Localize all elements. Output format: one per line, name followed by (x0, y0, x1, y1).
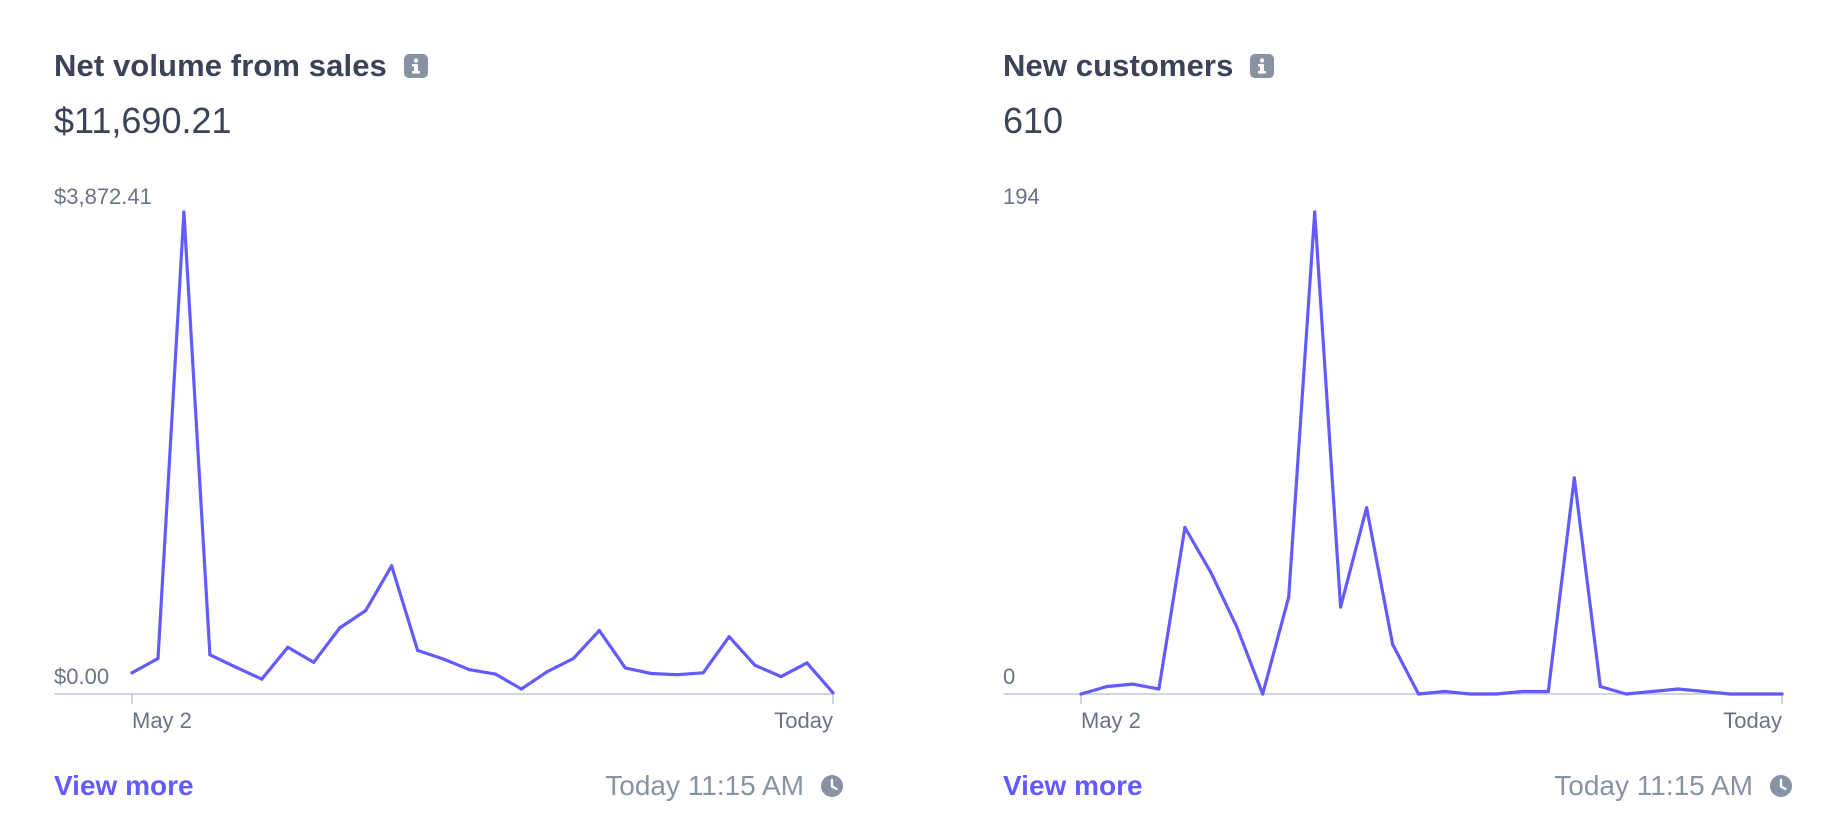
data-point (623, 666, 627, 670)
data-point (286, 645, 290, 649)
view-more-link[interactable]: View more (54, 770, 194, 801)
data-point (1702, 689, 1706, 694)
card-title: Net volume from sales (54, 48, 387, 83)
data-point (675, 673, 679, 677)
card-header: New customers (1003, 48, 1275, 84)
data-point (493, 672, 498, 676)
x-axis-start-label: May 2 (1081, 708, 1141, 733)
data-point (1261, 692, 1265, 696)
updated-timestamp: Today 11:15 AM (1554, 770, 1753, 801)
line-chart: $3,872.41 $0.00 May 2 Today (54, 184, 835, 733)
data-point (701, 671, 705, 675)
data-point (156, 656, 160, 661)
data-point (1572, 476, 1576, 480)
view-more-link[interactable]: View more (1003, 770, 1143, 801)
data-point (1754, 692, 1758, 696)
series-line (130, 210, 835, 695)
data-point (1079, 692, 1083, 696)
data-point (597, 628, 601, 633)
x-axis-end-label: Today (774, 708, 833, 733)
y-axis-max-label: 194 (1003, 184, 1040, 209)
info-icon[interactable] (403, 53, 429, 79)
data-point (571, 656, 576, 661)
card-header: Net volume from sales (54, 48, 429, 84)
data-point (1131, 682, 1135, 686)
data-point (390, 564, 394, 568)
updated-status: Today 11:15 AM (605, 770, 844, 802)
data-point (545, 670, 550, 674)
data-point (1546, 689, 1550, 694)
x-axis-end-label: Today (1723, 708, 1782, 733)
data-point (831, 691, 835, 695)
data-point (442, 657, 446, 661)
net-volume-card: Net volume from sales $11,690.21 $3,872.… (0, 0, 843, 830)
data-point (1313, 210, 1317, 214)
data-point (1209, 570, 1213, 574)
data-point (1157, 687, 1161, 691)
new-customers-card: New customers 610 194 0 May 2 Today View mo… (949, 0, 1792, 830)
data-point (1468, 692, 1472, 696)
data-point (519, 687, 524, 691)
info-icon[interactable] (1249, 53, 1275, 79)
y-axis-max-label: $3,872.41 (54, 184, 152, 209)
data-point (182, 210, 186, 214)
card-footer: View more Today 11:15 AM (54, 766, 844, 806)
data-point (1520, 689, 1524, 694)
data-point (1416, 692, 1421, 696)
data-point (364, 609, 368, 613)
data-point (416, 648, 420, 652)
data-point (234, 665, 238, 669)
metric-value: $11,690.21 (54, 100, 232, 141)
data-point (1624, 692, 1628, 696)
clock-icon (820, 774, 844, 798)
x-axis-start-label: May 2 (132, 708, 192, 733)
line-chart: 194 0 May 2 Today (1003, 184, 1784, 733)
updated-status: Today 11:15 AM (1554, 770, 1793, 802)
data-point (1287, 595, 1291, 599)
data-point (1494, 692, 1498, 696)
data-point (208, 653, 212, 657)
data-point (1235, 625, 1239, 629)
data-point (1105, 684, 1109, 689)
data-point (1650, 689, 1654, 694)
data-point (805, 661, 809, 665)
data-point (753, 663, 757, 667)
data-point (312, 660, 316, 664)
card-title: New customers (1003, 48, 1234, 83)
data-point (1676, 687, 1680, 691)
data-point (467, 668, 472, 672)
data-point (1391, 642, 1395, 646)
data-point (1442, 689, 1447, 694)
updated-timestamp: Today 11:15 AM (605, 770, 804, 801)
metric-value: 610 (1003, 100, 1064, 141)
series-line (1079, 210, 1784, 696)
data-point (260, 677, 264, 681)
data-point (1598, 684, 1602, 689)
data-point (130, 671, 134, 675)
data-point (1728, 692, 1732, 696)
data-point (1780, 692, 1784, 696)
clock-icon (1769, 774, 1793, 798)
data-point (1339, 605, 1343, 609)
data-point (1183, 525, 1187, 530)
data-point (649, 671, 653, 676)
card-footer: View more Today 11:15 AM (1003, 766, 1793, 806)
data-point (727, 635, 731, 639)
y-axis-min-label: 0 (1003, 664, 1015, 689)
data-point (338, 626, 342, 630)
data-point (1365, 506, 1369, 510)
y-axis-min-label: $0.00 (54, 664, 109, 689)
data-point (779, 675, 783, 679)
